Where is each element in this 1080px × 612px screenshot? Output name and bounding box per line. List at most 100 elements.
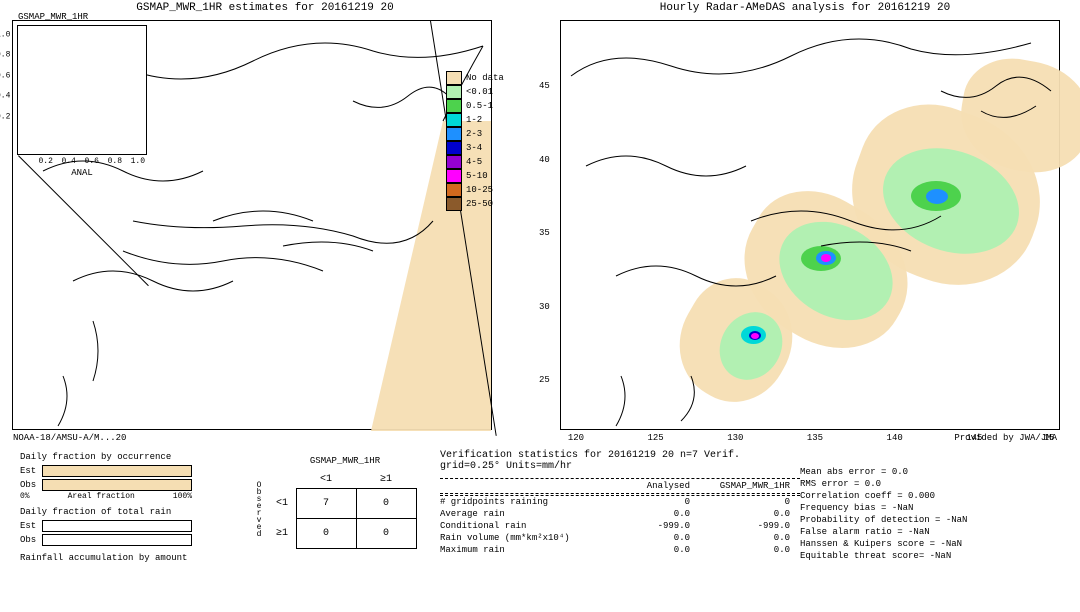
ct-c21: 0 <box>296 518 357 549</box>
contingency-table: GSMAP_MWR_1HR Observed <1 ≥1 <1 7 0 ≥1 0… <box>250 456 440 548</box>
metric-line: Probability of detection = -NaN <box>800 514 1080 526</box>
legend-row: <0.01 <box>446 85 526 99</box>
legend-swatch <box>446 71 462 85</box>
legend-label: 10-25 <box>466 185 493 195</box>
bar-est-1: Est <box>20 464 250 478</box>
stats-row: Daily fraction by occurrence Est Obs 0% … <box>0 450 1080 612</box>
colorbar-legend: No data<0.010.5-11-22-33-44-55-1010-2525… <box>446 71 526 211</box>
x-tick: 135 <box>807 433 823 443</box>
verif-row-name: Maximum rain <box>440 545 600 555</box>
verif-row-gsmap: 0.0 <box>690 533 790 543</box>
inset-x-label: ANAL <box>18 168 146 178</box>
metric-line: RMS error = 0.0 <box>800 478 1080 490</box>
inset-title: GSMAP_MWR_1HR <box>18 12 88 22</box>
ct-row-a: <1 <box>268 488 297 519</box>
legend-row: 5-10 <box>446 169 526 183</box>
fraction-column: Daily fraction by occurrence Est Obs 0% … <box>0 450 250 612</box>
legend-label: 5-10 <box>466 171 488 181</box>
verif-row: # gridpoints raining00 <box>440 496 800 508</box>
verif-row-name: # gridpoints raining <box>440 497 600 507</box>
pct-right: 100% <box>173 492 192 501</box>
inset-y-tick: 0.4 <box>0 92 10 101</box>
verif-row-analysed: 0 <box>600 497 690 507</box>
bar-label-obs: Obs <box>20 480 42 490</box>
inset-x-tick: 0.8 <box>108 157 122 166</box>
inset-y-tick: 0.8 <box>0 51 10 60</box>
bar-axis-1: 0% Areal fraction 100% <box>20 492 192 501</box>
verif-header: Verification statistics for 20161219 20 … <box>440 450 800 472</box>
verif-row: Rain volume (mm*km²x10⁴)0.00.0 <box>440 532 800 544</box>
right-map-title: Hourly Radar-AMeDAS analysis for 2016121… <box>530 2 1080 14</box>
bar-fill <box>43 480 191 490</box>
legend-swatch <box>446 155 462 169</box>
y-tick: 40 <box>539 155 550 165</box>
legend-row: 0.5-1 <box>446 99 526 113</box>
metric-line: Frequency bias = -NaN <box>800 502 1080 514</box>
legend-row: 10-25 <box>446 183 526 197</box>
verif-row: Conditional rain-999.0-999.0 <box>440 520 800 532</box>
right-coastlines <box>561 21 1061 431</box>
inset-x-tick: 0.4 <box>62 157 76 166</box>
ct-col-b: ≥1 <box>356 470 417 489</box>
legend-swatch <box>446 183 462 197</box>
ct-title: GSMAP_MWR_1HR <box>250 456 440 466</box>
frac-title-2: Daily fraction of total rain <box>20 507 250 517</box>
metric-line: False alarm ratio = -NaN <box>800 526 1080 538</box>
legend-label: No data <box>466 73 504 83</box>
x-tick: 130 <box>727 433 743 443</box>
inset-y-tick: 0.6 <box>0 71 10 80</box>
y-tick: 45 <box>539 81 550 91</box>
verif-row-name: Average rain <box>440 509 600 519</box>
verif-row-gsmap: 0.0 <box>690 509 790 519</box>
frac-title-3: Rainfall accumulation by amount <box>20 553 250 563</box>
verif-row-name: Conditional rain <box>440 521 600 531</box>
legend-swatch <box>446 169 462 183</box>
legend-label: 1-2 <box>466 115 482 125</box>
legend-row: 25-50 <box>446 197 526 211</box>
bar-est-2: Est <box>20 519 250 533</box>
left-map-panel: GSMAP_MWR_1HR estimates for 20161219 20 … <box>0 0 530 440</box>
verification-column: Verification statistics for 20161219 20 … <box>440 450 800 612</box>
bar-track <box>42 534 192 546</box>
verif-row-name: Rain volume (mm*km²x10⁴) <box>440 533 600 543</box>
legend-label: 0.5-1 <box>466 101 493 111</box>
x-tick: 125 <box>648 433 664 443</box>
bar-label-est: Est <box>20 466 42 476</box>
bar-label-est: Est <box>20 521 42 531</box>
bar-obs-2: Obs <box>20 533 250 547</box>
pct-left: 0% <box>20 492 30 501</box>
verif-row-analysed: 0.0 <box>600 533 690 543</box>
legend-swatch <box>446 197 462 211</box>
legend-row: 1-2 <box>446 113 526 127</box>
frac-title-1: Daily fraction by occurrence <box>20 452 250 462</box>
legend-label: 4-5 <box>466 157 482 167</box>
verif-columns: Analysed GSMAP_MWR_1HR <box>440 478 800 494</box>
ct-c12: 0 <box>356 488 417 519</box>
metric-line: Hanssen & Kuipers score = -NaN <box>800 538 1080 550</box>
ct-c11: 7 <box>296 488 357 519</box>
verif-row-gsmap: -999.0 <box>690 521 790 531</box>
verif-row-gsmap: 0.0 <box>690 545 790 555</box>
maps-row: GSMAP_MWR_1HR estimates for 20161219 20 … <box>0 0 1080 440</box>
right-credit: Provided by JWA/JMA <box>954 433 1057 443</box>
verif-row: Average rain0.00.0 <box>440 508 800 520</box>
legend-label: <0.01 <box>466 87 493 97</box>
verif-row-gsmap: 0 <box>690 497 790 507</box>
legend-swatch <box>446 113 462 127</box>
bar-track <box>42 465 192 477</box>
ct-col-a: <1 <box>296 470 357 489</box>
metrics-column: Mean abs error = 0.0RMS error = 0.0Corre… <box>800 450 1080 612</box>
areal-label: Areal fraction <box>68 492 135 501</box>
legend-row: 4-5 <box>446 155 526 169</box>
legend-row: No data <box>446 71 526 85</box>
verif-row-analysed: -999.0 <box>600 521 690 531</box>
ct-row-b: ≥1 <box>268 518 297 549</box>
inset-y-tick: 0.2 <box>0 112 10 121</box>
legend-swatch <box>446 141 462 155</box>
bar-track <box>42 520 192 532</box>
inset-x-tick: 0.2 <box>38 157 52 166</box>
col-analysed: Analysed <box>600 481 690 491</box>
inset-scatter: GSMAP_MWR_1HR 0.2 0.4 0.6 0.8 1.0 0.2 0.… <box>17 25 147 155</box>
bar-fill <box>43 466 191 476</box>
verif-row-analysed: 0.0 <box>600 545 690 555</box>
